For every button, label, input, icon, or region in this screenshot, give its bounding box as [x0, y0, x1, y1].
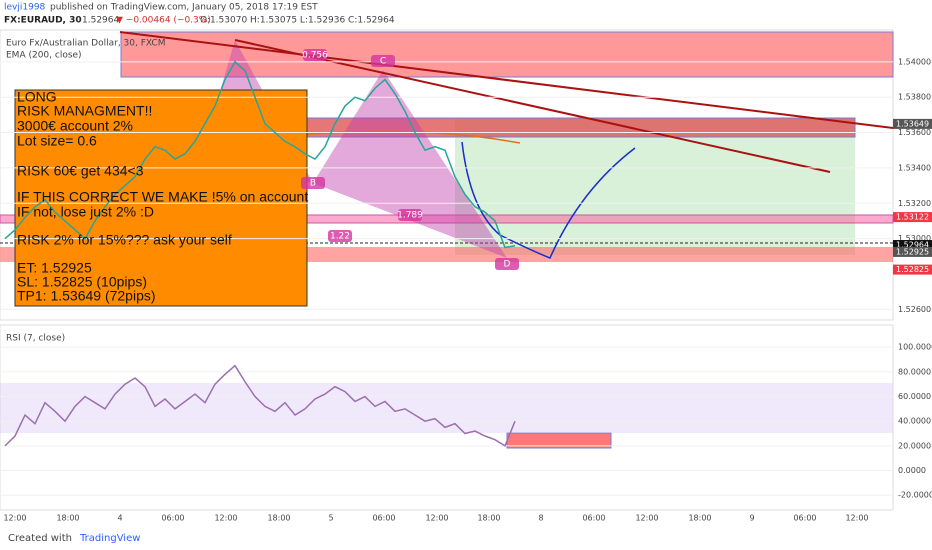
annotation: D: [504, 260, 511, 270]
author[interactable]: levji1998: [4, 3, 46, 13]
annotation: B: [310, 179, 316, 189]
time-label: 18:00: [56, 514, 79, 523]
time-label: 12:00: [845, 514, 868, 523]
last: 1.52964: [82, 16, 119, 26]
note-line: RISK MANAGMENT!!: [17, 103, 152, 119]
annotation: 1.789: [397, 211, 423, 221]
time-label: 12:00: [635, 514, 658, 523]
note-line: RISK 60€ get 434<3: [17, 163, 144, 179]
series-line: [4, 60, 516, 249]
price-label: 1.52925: [896, 247, 929, 256]
footer-brand[interactable]: TradingView: [79, 533, 140, 544]
y-tick-label: 1.53600: [898, 128, 931, 137]
indicator-legend: EMA (200, close): [6, 51, 82, 61]
rsi-pane: [0, 324, 894, 511]
y-tick-label: 40.0000: [898, 417, 931, 426]
price-label-bg: [893, 212, 932, 223]
note-line: Lot size= 0.6: [17, 133, 97, 149]
y-tick-label: 1.53000: [898, 234, 931, 243]
time-label: 12:00: [214, 514, 237, 523]
price-label-bg: [893, 240, 932, 251]
annotation-bg: [301, 177, 325, 189]
time-label: 12:00: [3, 514, 26, 523]
y-tick-label: 20.0000: [898, 441, 931, 450]
annotation: 1.22: [330, 232, 350, 242]
symbol: FX:EURAUD, 30: [4, 16, 82, 26]
annotation-bg: [303, 49, 327, 61]
price-label-bg: [893, 246, 932, 257]
annotation-bg: [371, 55, 395, 67]
annotation: 0.756: [302, 51, 328, 61]
time-label: 5: [328, 514, 333, 523]
annotation: C: [380, 57, 386, 67]
time-label: 06:00: [372, 514, 395, 523]
annotation-bg: [328, 230, 352, 242]
ohlc: O:1.53070 H:1.53075 L:1.52936 C:1.52964: [200, 16, 395, 26]
y-tick-label: 1.53200: [898, 199, 931, 208]
supply-zone: [120, 31, 894, 78]
time-label: 8: [538, 514, 543, 523]
note-line: RISK 2% for 15%??? ask your self: [17, 232, 232, 248]
rsi-band: [0, 383, 893, 433]
price-label-bg: [893, 118, 932, 129]
y-tick-label: 1.54000: [898, 57, 931, 66]
time-label: 18:00: [688, 514, 711, 523]
price-label-bg: [893, 264, 932, 275]
footer-created: Created with: [8, 533, 72, 544]
price-label: 1.52964: [896, 241, 929, 250]
note-box: [14, 89, 308, 307]
price-label: 1.53122: [896, 213, 929, 222]
pattern-bcd: [313, 70, 507, 258]
y-tick-label: -20.0000: [898, 491, 932, 500]
pane-legend: Euro Fx/Australian Dollar, 30, FXCM: [6, 39, 165, 49]
y-tick-label: 1.52600: [898, 305, 931, 314]
pane-legend: RSI (7, close): [6, 334, 65, 344]
y-tick-label: 80.0000: [898, 367, 931, 376]
annotation-bg: [495, 258, 519, 270]
time-label: 4: [117, 514, 122, 523]
time-label: 18:00: [267, 514, 290, 523]
note-line: LONG: [17, 89, 57, 105]
time-label: 18:00: [477, 514, 500, 523]
annotation-bg: [398, 209, 422, 221]
published: published on TradingView.com, January 05…: [50, 3, 318, 13]
change: ▼ −0.00464 (−0.3%): [116, 16, 211, 26]
time-label: 9: [749, 514, 754, 523]
note-line: ET: 1.52925: [17, 260, 92, 276]
time-label: 06:00: [161, 514, 184, 523]
note-line: 3000€ account 2%: [17, 118, 133, 134]
y-tick-label: 1.53800: [898, 93, 931, 102]
price-label: 1.52825: [896, 265, 929, 274]
y-tick-label: 0.0000: [898, 466, 926, 475]
price-label: 1.53649: [896, 119, 929, 128]
note-line: SL: 1.52825 (10pips): [17, 274, 147, 290]
profit-zone: [455, 118, 855, 255]
trend-line: [119, 31, 894, 129]
price-pane: [0, 29, 894, 321]
note-line: TP1: 1.53649 (72pips): [17, 288, 156, 304]
y-tick-label: 100.0000: [898, 343, 932, 352]
note-line: IF THIS CORRECT WE MAKE !5% on account: [17, 189, 308, 205]
projection: [461, 141, 636, 259]
y-tick-label: 60.0000: [898, 392, 931, 401]
time-label: 06:00: [582, 514, 605, 523]
time-label: 06:00: [793, 514, 816, 523]
note-line: IF not, lose just 2% :D: [17, 204, 154, 220]
y-tick-label: 1.53400: [898, 163, 931, 172]
series-line: [4, 364, 516, 447]
time-label: 12:00: [425, 514, 448, 523]
